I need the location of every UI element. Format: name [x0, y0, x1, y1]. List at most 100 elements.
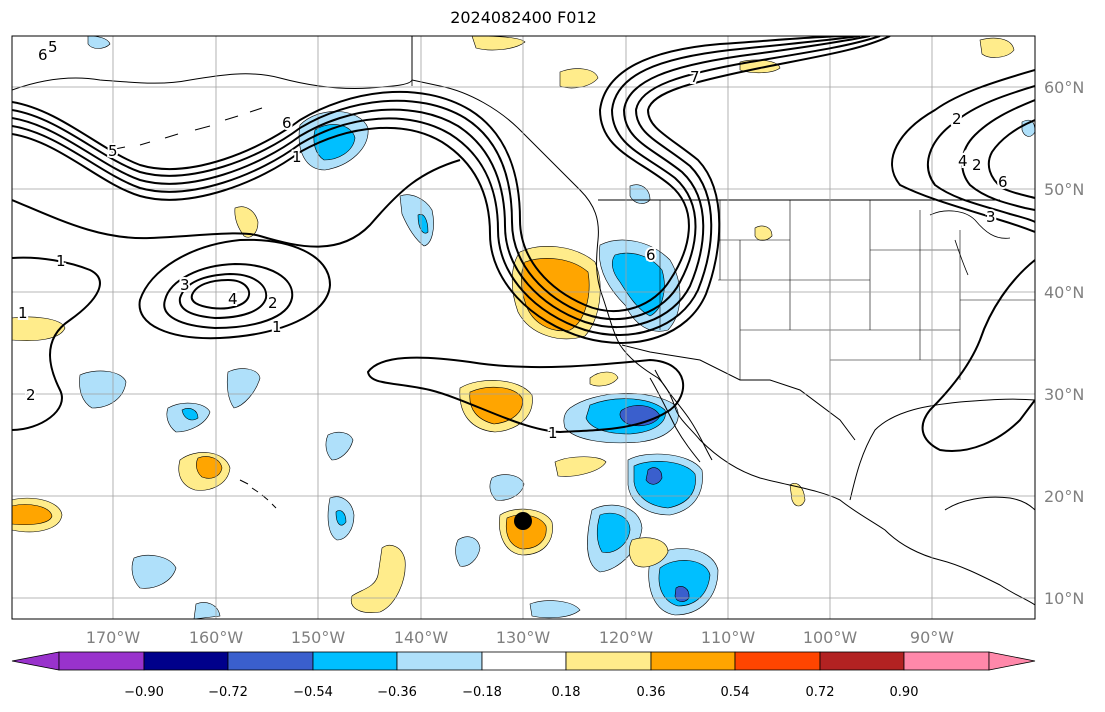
colorbar-tick: 0.54 [721, 685, 750, 700]
colorbar-tick: −0.54 [293, 685, 333, 700]
colorbar-swatch [988, 651, 1036, 671]
lon-label: 140°W [394, 628, 449, 647]
contour-line [12, 36, 861, 321]
colorbar-tick: 0.36 [637, 685, 666, 700]
contour-line [163, 262, 294, 330]
contour-line [12, 159, 461, 248]
contour-label: 1 [18, 304, 28, 322]
map-frame [11, 35, 1036, 620]
positive-anomaly-area [12, 316, 66, 341]
lon-label: 90°W [910, 628, 954, 647]
lat-label: 60°N [1044, 78, 1084, 97]
colorbar-tick: −0.36 [377, 685, 417, 700]
negative-anomaly-area [193, 602, 221, 619]
colorbar-swatch [481, 651, 567, 671]
contour-label: 7 [690, 68, 700, 86]
colorbar-ticks: −0.90 −0.72 −0.54 −0.36 −0.18 0.18 0.36 … [124, 685, 918, 700]
contour-line [190, 278, 250, 310]
coastline-layer [12, 36, 1035, 606]
contour-line [961, 99, 1035, 211]
lon-label: 100°W [803, 628, 858, 647]
caribbean-coastline [944, 496, 1035, 511]
longitude-labels: 170°W 160°W 150°W 140°W 130°W 120°W 110°… [86, 628, 954, 647]
lat-label: 20°N [1044, 487, 1084, 506]
contour-label: 4 [958, 152, 968, 170]
lon-label: 110°W [701, 628, 756, 647]
colorbar-swatch [143, 651, 229, 671]
contour-label: 6 [282, 114, 292, 132]
contour-label: 2 [26, 386, 36, 404]
negative-anomaly-area [455, 536, 481, 567]
lon-label: 120°W [599, 628, 654, 647]
positive-anomaly-area [979, 37, 1015, 58]
negative-anomaly-core [658, 560, 711, 607]
negative-anomaly-area [87, 36, 111, 49]
colorbar-swatch [227, 651, 314, 671]
positive-anomaly-area [350, 545, 406, 613]
negative-anomaly-peak [645, 467, 663, 485]
contour-label: 3 [986, 208, 996, 226]
lat-label: 30°N [1044, 385, 1084, 404]
contour-label: 2 [268, 294, 278, 312]
contour-line [921, 259, 1035, 452]
lon-label: 150°W [291, 628, 346, 647]
contour-label: 6 [998, 173, 1008, 191]
colorbar-tick: −0.72 [208, 685, 248, 700]
latitude-labels: 60°N 50°N 40°N 30°N 20°N 10°N [1044, 78, 1084, 608]
colorbar-tick: −0.90 [124, 685, 164, 700]
positive-anomaly-area [789, 482, 806, 507]
contour-line [987, 119, 1035, 199]
colorbar-tick: 0.18 [552, 685, 581, 700]
negative-anomaly-area [529, 600, 581, 619]
contour-line [12, 256, 101, 431]
hawaiian-islands [239, 479, 277, 509]
positive-anomaly-area [629, 537, 669, 568]
contour-line [926, 85, 1035, 223]
contour-label: 4 [228, 290, 238, 308]
positive-anomaly-area [554, 456, 607, 477]
colorbar-swatch [312, 651, 398, 671]
contour-label: 6 [38, 46, 48, 64]
lat-label: 40°N [1044, 283, 1084, 302]
positive-anomaly-area [559, 68, 599, 89]
contour-label: 3 [180, 276, 190, 294]
contour-label: 1 [548, 424, 558, 442]
north-america-coastline [411, 36, 1035, 606]
negative-anomaly-area [79, 370, 127, 409]
lon-label: 170°W [86, 628, 141, 647]
colorbar-swatch [903, 651, 990, 671]
negative-anomaly-core [181, 408, 199, 421]
negative-anomaly-area [489, 474, 525, 501]
colorbar-swatch [650, 651, 736, 671]
contour-label: 2 [972, 156, 982, 174]
gulf-of-mexico-coastline [849, 398, 1035, 501]
contour-line [138, 238, 332, 340]
map-title: 2024082400 F012 [450, 8, 597, 27]
lat-label: 50°N [1044, 180, 1084, 199]
colorbar-swatch [11, 651, 60, 671]
positive-anomaly-area [589, 371, 619, 387]
negative-anomaly-core [417, 214, 429, 234]
contour-line [891, 69, 1035, 233]
lon-label: 130°W [496, 628, 551, 647]
contour-line [366, 356, 685, 434]
lat-label: 10°N [1044, 589, 1084, 608]
contour-layer [12, 36, 1035, 452]
colorbar-tick: −0.18 [462, 685, 502, 700]
contour-label: 1 [272, 318, 282, 336]
contour-line [12, 36, 871, 329]
great-lakes-outline [929, 210, 1011, 276]
contour-label: 1 [56, 252, 66, 270]
aleutian-islands [109, 107, 263, 151]
storm-center-marker [514, 512, 532, 530]
contour-line [12, 36, 881, 336]
negative-anomaly-area [226, 368, 261, 409]
contour-label: 5 [108, 142, 118, 160]
positive-anomaly-core [196, 456, 223, 479]
colorbar [11, 651, 1036, 671]
colorbar-swatch [565, 651, 652, 671]
contour-label: 5 [48, 38, 58, 56]
alaska-coastline [12, 73, 413, 91]
contour-line [12, 36, 851, 312]
